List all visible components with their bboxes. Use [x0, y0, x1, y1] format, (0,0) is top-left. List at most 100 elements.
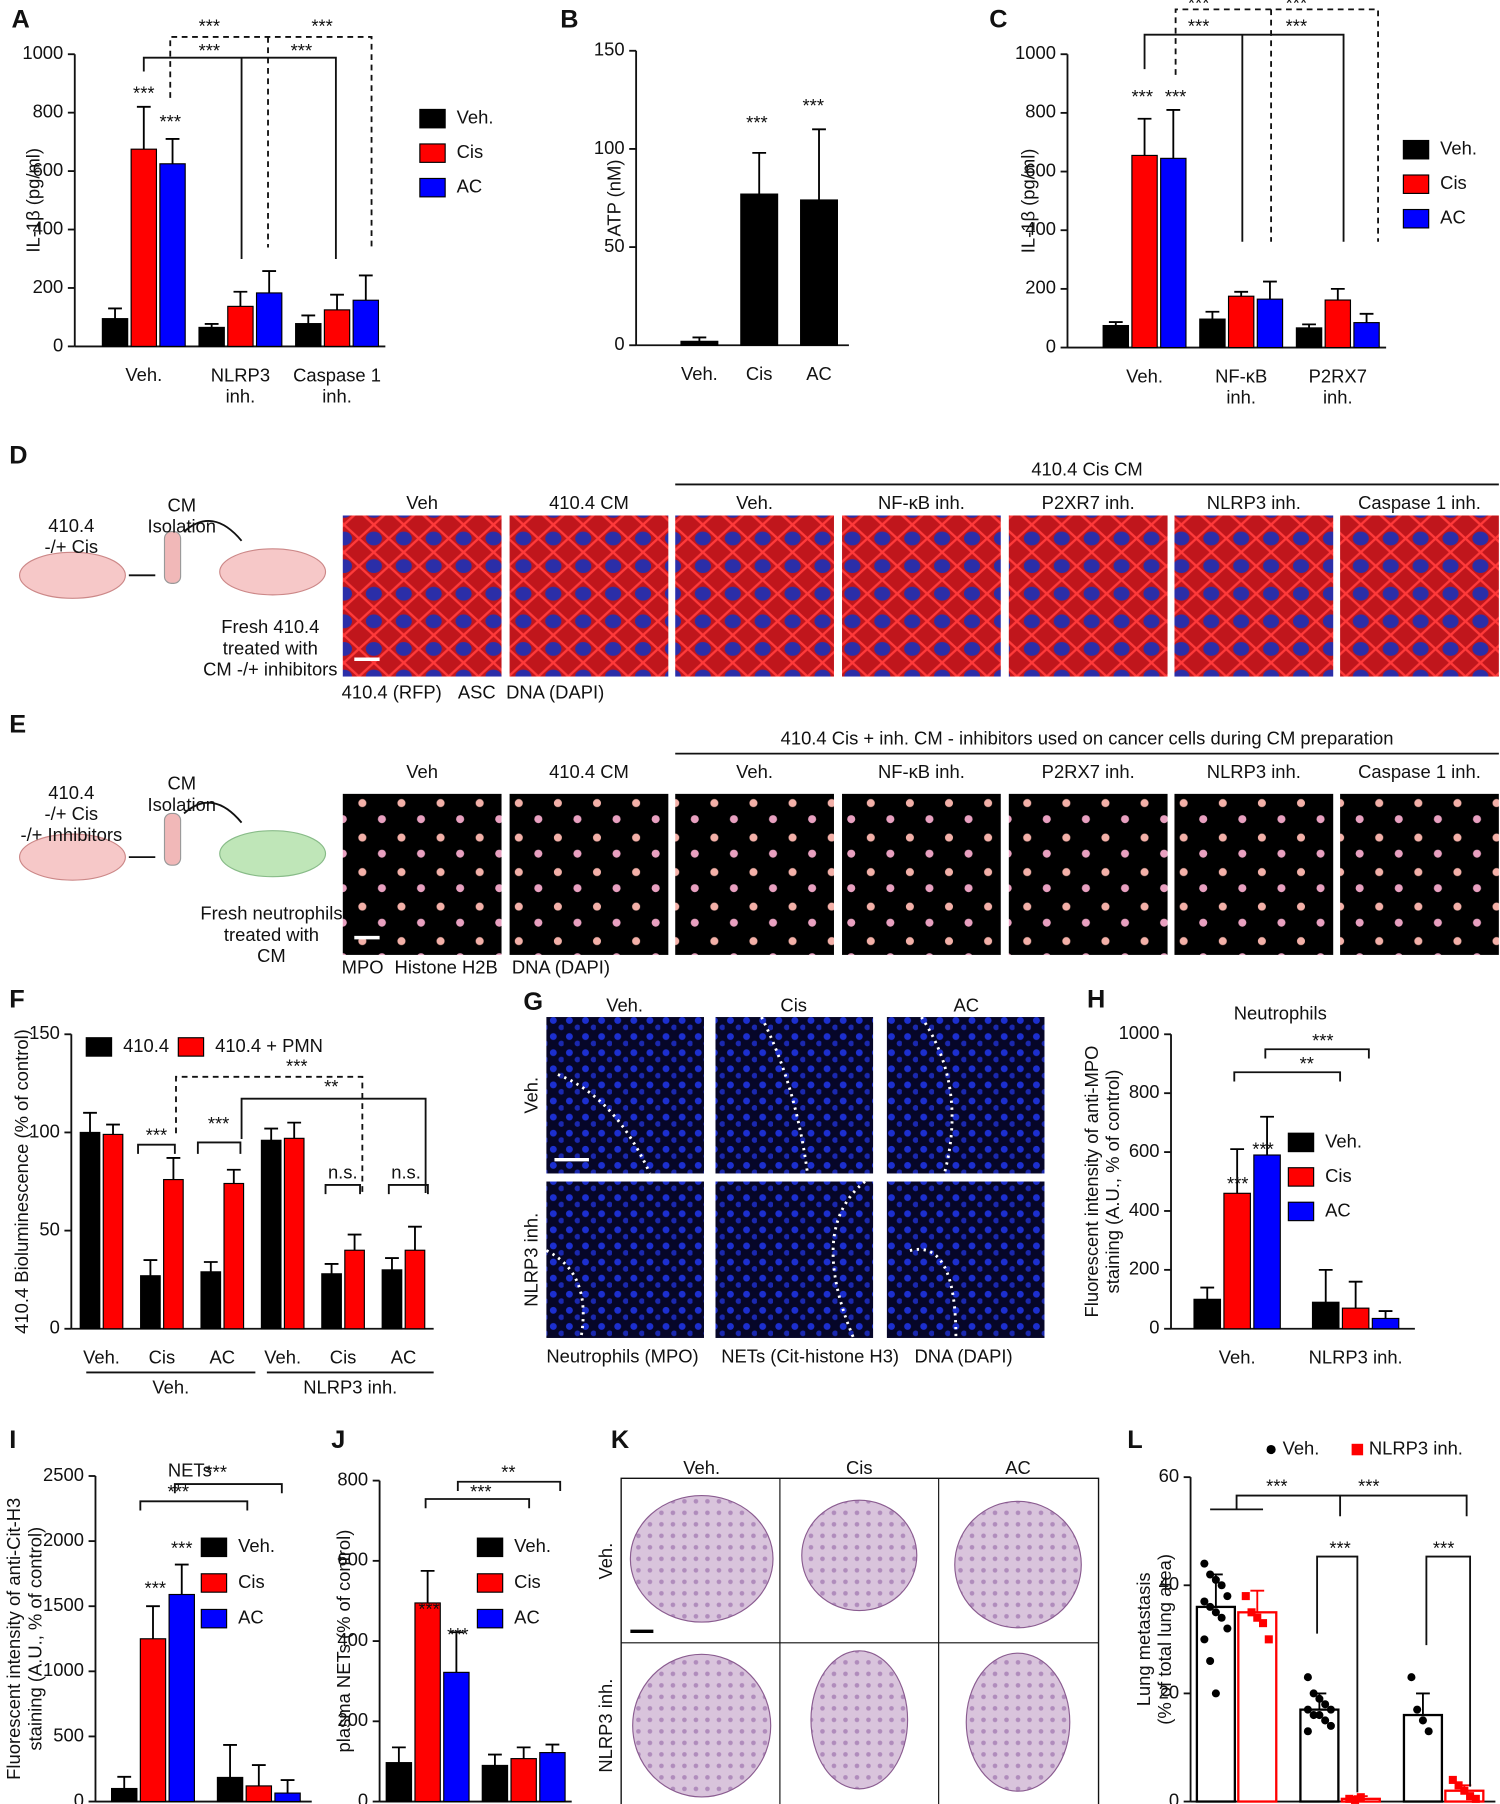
bar [295, 323, 322, 347]
chart-title: NETs [168, 1459, 212, 1480]
bar [443, 1671, 470, 1803]
error-bar [358, 274, 373, 301]
error-bar [347, 1233, 362, 1251]
arrow [128, 801, 243, 859]
legend-label: Veh. [1283, 1437, 1320, 1458]
y-tick-label: 100 [594, 137, 625, 158]
tumor-border [557, 1073, 652, 1175]
annotation: *** [208, 1113, 229, 1134]
error-bar [385, 1257, 399, 1270]
column-label: Veh [406, 761, 438, 782]
y-tick-label: 200 [1025, 277, 1056, 298]
micrograph [886, 1017, 1045, 1174]
column-label: NLRP3 inh. [1207, 761, 1301, 782]
legend-label: Cis [238, 1571, 265, 1592]
error-bar [1348, 1280, 1363, 1309]
bracket [173, 1483, 283, 1494]
error-bar [330, 293, 344, 310]
chart-title: Neutrophils [1234, 1003, 1327, 1024]
bar [1227, 295, 1255, 349]
y-tick-label: 1000 [1015, 42, 1056, 63]
y-tick-label: 600 [33, 159, 64, 180]
annotation: n.s. [328, 1161, 358, 1182]
error-bar [408, 1225, 422, 1251]
column-label: AC [1005, 1457, 1031, 1478]
y-tick-label: 50 [604, 235, 624, 256]
x-tick-label: Veh. [681, 363, 718, 384]
y-tick-label: 150 [29, 1022, 60, 1043]
schematic-label: Fresh 410.4 treated with CM -/+ inhibitors [203, 616, 337, 679]
bar [111, 1787, 138, 1803]
annotation: *** [1266, 1475, 1287, 1496]
data-point [1471, 1794, 1480, 1803]
y-tick-label: 400 [337, 1629, 368, 1650]
lung-section [965, 1652, 1071, 1792]
y-tick-label: 600 [1025, 159, 1056, 180]
y-axis-title: plasma NETs (% of control) [333, 1530, 354, 1753]
error-bar [812, 128, 826, 200]
legend-swatch [419, 108, 446, 129]
data-point [1211, 1608, 1220, 1617]
legend-swatch [1402, 208, 1430, 229]
micrograph [886, 1181, 1045, 1338]
y-axis-title: Fluorescent intensity of anti-Cit-H3stai… [3, 1498, 45, 1780]
data-point [1460, 1786, 1469, 1795]
y-tick-label: 800 [1129, 1081, 1160, 1102]
micrograph [1008, 793, 1168, 955]
annotation: *** [1433, 1537, 1454, 1558]
y-tick-label: 150 [594, 39, 625, 60]
schematic-label: CM Isolation [147, 494, 216, 536]
legend-swatch [1287, 1132, 1315, 1153]
bar [255, 292, 283, 347]
data-point [1217, 1613, 1226, 1622]
error-bar [106, 1123, 120, 1135]
legend-swatch [85, 1037, 113, 1057]
bar [1341, 1307, 1370, 1330]
bracket [1264, 1048, 1370, 1059]
bracket [387, 1184, 429, 1195]
error-bar [324, 1263, 339, 1274]
column-label: Veh. [683, 1457, 720, 1478]
legend-label: 410.4 [123, 1035, 169, 1056]
data-point [1454, 1781, 1463, 1790]
bar [385, 1762, 413, 1803]
error-bar [204, 322, 219, 328]
legend-swatch [1287, 1201, 1315, 1222]
group-header: 410.4 Cis + inh. CM - inhibitors used on… [781, 728, 1394, 749]
bar [352, 299, 380, 347]
bracket [196, 1141, 242, 1154]
x-tick-label: Caspase 1 inh. [293, 364, 381, 406]
bar [1102, 324, 1130, 349]
y-axis-title: Lung metastasis(% of total lung area) [1133, 1554, 1175, 1725]
y-tick-label: 400 [33, 217, 64, 238]
y-axis-title: 410.4 Bioluminescence (% of control) [11, 1029, 32, 1334]
x-tick-label: AC [210, 1347, 236, 1368]
bar [130, 148, 158, 347]
row-label: Veh. [520, 1077, 541, 1114]
panel-letter: E [9, 711, 26, 739]
y-tick-label: 400 [1129, 1199, 1160, 1220]
group-label: Veh. [152, 1376, 189, 1397]
y-tick-label: 0 [1169, 1789, 1179, 1804]
bar [163, 1178, 184, 1330]
error-bar [1378, 1310, 1393, 1319]
bar [1223, 1192, 1251, 1330]
panel-letter: D [9, 442, 27, 470]
micrograph [509, 793, 669, 955]
column-label: NF-κB inh. [878, 492, 965, 513]
y-tick-label: 20 [1159, 1681, 1179, 1702]
data-point [1345, 1794, 1354, 1803]
legend-swatch [476, 1573, 504, 1593]
error-bar [420, 1569, 435, 1603]
y-axis-title: Fluorescent intensity of anti-MPOstainin… [1081, 1046, 1123, 1318]
legend-swatch [1402, 174, 1430, 194]
bar [1353, 322, 1380, 349]
stain-label: ASC [458, 682, 496, 703]
annotation: *** [286, 1056, 307, 1077]
column-label: P2RX7 inh. [1042, 761, 1135, 782]
legend-label: AC [1325, 1199, 1351, 1220]
annotation: *** [1286, 16, 1307, 37]
legend-label: AC [238, 1607, 264, 1628]
panel-letter: L [1127, 1426, 1142, 1454]
error-bar [165, 138, 180, 164]
